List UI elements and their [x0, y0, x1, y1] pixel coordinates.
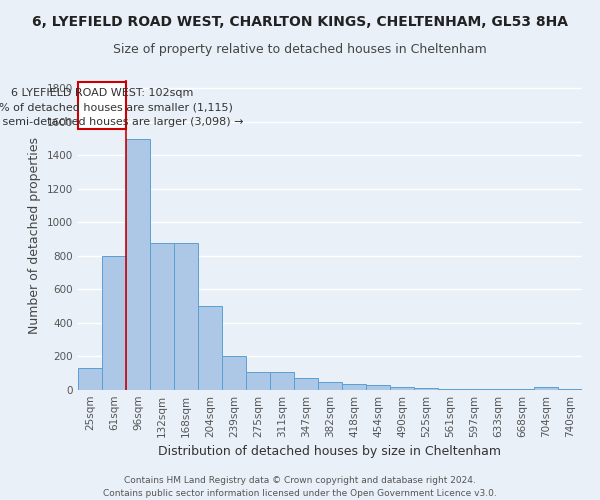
Bar	[126, 138, 150, 390]
Bar	[78, 368, 102, 390]
Bar	[534, 386, 558, 390]
Bar	[558, 389, 582, 390]
Bar	[510, 389, 534, 390]
Text: 73% of semi-detached houses are larger (3,098) →: 73% of semi-detached houses are larger (…	[0, 116, 244, 126]
Bar	[102, 256, 126, 390]
Bar	[414, 388, 438, 390]
Bar	[342, 384, 366, 390]
FancyBboxPatch shape	[78, 82, 126, 130]
Y-axis label: Number of detached properties: Number of detached properties	[28, 136, 41, 334]
Bar	[150, 242, 174, 390]
Text: 6 LYEFIELD ROAD WEST: 102sqm: 6 LYEFIELD ROAD WEST: 102sqm	[11, 88, 193, 98]
Text: Contains HM Land Registry data © Crown copyright and database right 2024.: Contains HM Land Registry data © Crown c…	[124, 476, 476, 485]
Text: Size of property relative to detached houses in Cheltenham: Size of property relative to detached ho…	[113, 42, 487, 56]
Bar	[270, 372, 294, 390]
X-axis label: Distribution of detached houses by size in Cheltenham: Distribution of detached houses by size …	[158, 446, 502, 458]
Bar	[486, 389, 510, 390]
Bar	[198, 306, 222, 390]
Bar	[174, 242, 198, 390]
Text: ← 26% of detached houses are smaller (1,115): ← 26% of detached houses are smaller (1,…	[0, 102, 232, 113]
Bar	[462, 389, 486, 390]
Text: 6, LYEFIELD ROAD WEST, CHARLTON KINGS, CHELTENHAM, GL53 8HA: 6, LYEFIELD ROAD WEST, CHARLTON KINGS, C…	[32, 15, 568, 29]
Bar	[318, 382, 342, 390]
Bar	[366, 385, 390, 390]
Bar	[390, 386, 414, 390]
Text: Contains public sector information licensed under the Open Government Licence v3: Contains public sector information licen…	[103, 489, 497, 498]
Bar	[246, 372, 270, 390]
Bar	[294, 378, 318, 390]
Bar	[438, 389, 462, 390]
Bar	[222, 356, 246, 390]
